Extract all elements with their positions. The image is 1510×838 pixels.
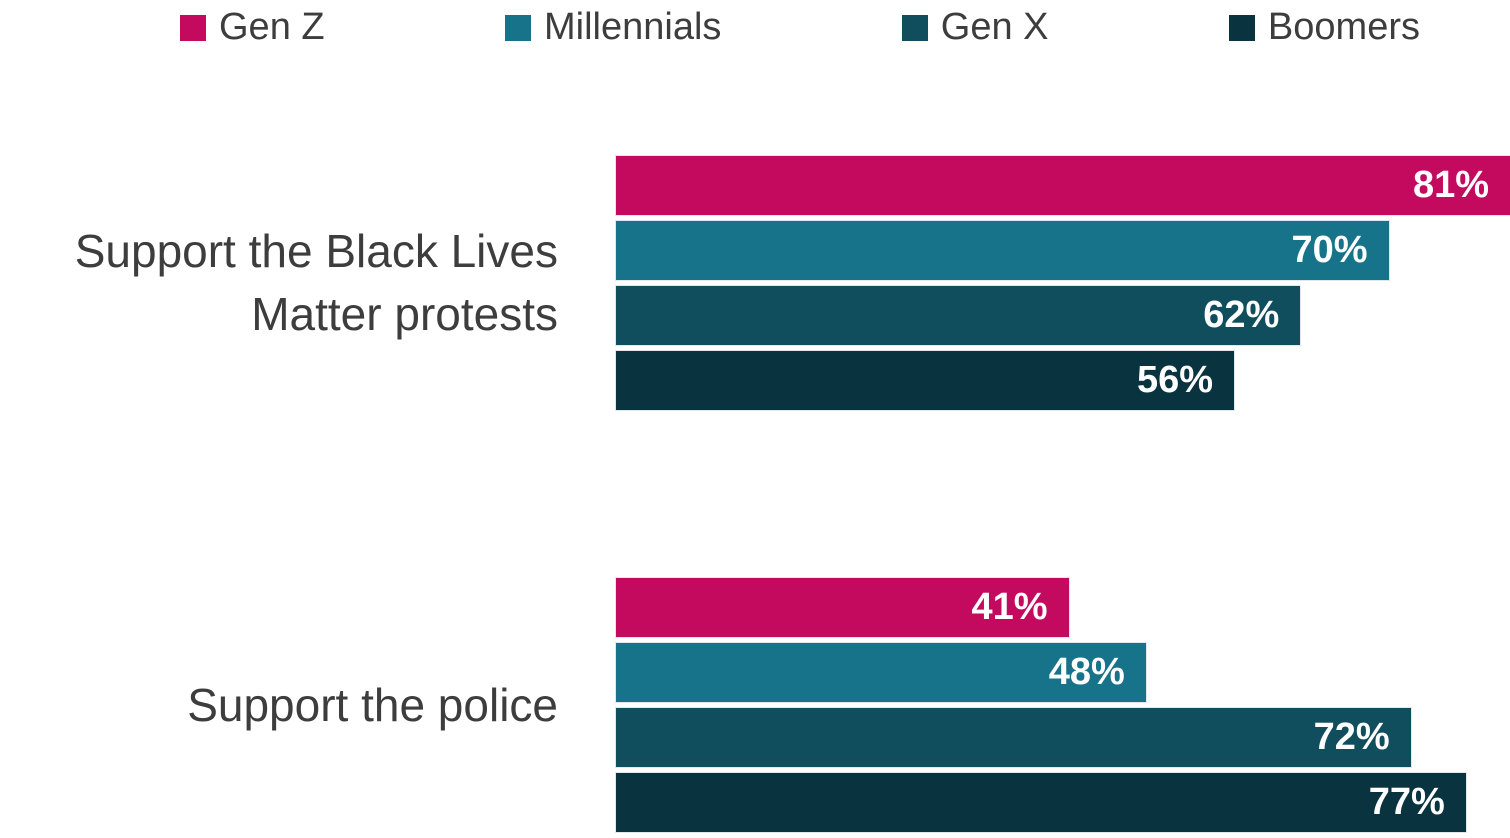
bar-value-label: 56% — [1137, 359, 1214, 401]
bar-value-label: 70% — [1291, 229, 1368, 271]
legend-item-gen-x: Gen X — [901, 6, 1049, 48]
legend-label-gen-z: Gen Z — [219, 6, 325, 48]
bar-police-boomers: 77% — [616, 773, 1466, 832]
bar-police-gen-z: 41% — [616, 578, 1069, 637]
legend-swatch-gen-x-icon — [901, 15, 928, 41]
legend-label-boomers: Boomers — [1267, 6, 1420, 48]
category-label-blm: Support the Black Lives Matter protests — [74, 225, 558, 340]
bar-value-label: 48% — [1048, 651, 1125, 693]
legend-label-gen-x: Gen X — [940, 6, 1049, 48]
category-label-police: Support the police — [187, 678, 558, 731]
bar-police-millennials: 48% — [616, 643, 1146, 702]
legend-swatch-millennials-icon — [505, 15, 531, 41]
legend-swatch-gen-z-icon — [180, 15, 206, 41]
bar-value-label: 62% — [1203, 294, 1280, 336]
legend-swatch-boomers-icon — [1228, 15, 1255, 41]
bar-blm-millennials: 70% — [616, 221, 1389, 280]
legend-item-gen-z: Gen Z — [180, 8, 325, 46]
legend-item-boomers: Boomers — [1228, 6, 1420, 48]
bar-group-police: 41% 48% 72% 77% — [616, 578, 1510, 832]
bar-blm-gen-z: 81% — [616, 156, 1510, 215]
bar-value-label: 77% — [1368, 781, 1445, 823]
bar-police-gen-x: 72% — [616, 708, 1411, 767]
legend-label-millennials: Millennials — [544, 6, 722, 48]
category-group-blm: Support the Black Lives Matter protests … — [0, 156, 1510, 410]
bar-value-label: 41% — [971, 586, 1048, 628]
bar-blm-boomers: 56% — [616, 351, 1235, 410]
legend: Gen Z Millennials Gen X Boomers — [180, 8, 1420, 46]
category-group-police: Support the police 41% 48% 72% 77% — [0, 578, 1510, 832]
bar-value-label: 72% — [1313, 716, 1390, 758]
bar-value-label: 81% — [1412, 164, 1489, 206]
bar-group-blm: 81% 70% 62% 56% — [616, 156, 1510, 410]
bar-blm-gen-x: 62% — [616, 286, 1301, 345]
legend-item-millennials: Millennials — [505, 8, 721, 46]
